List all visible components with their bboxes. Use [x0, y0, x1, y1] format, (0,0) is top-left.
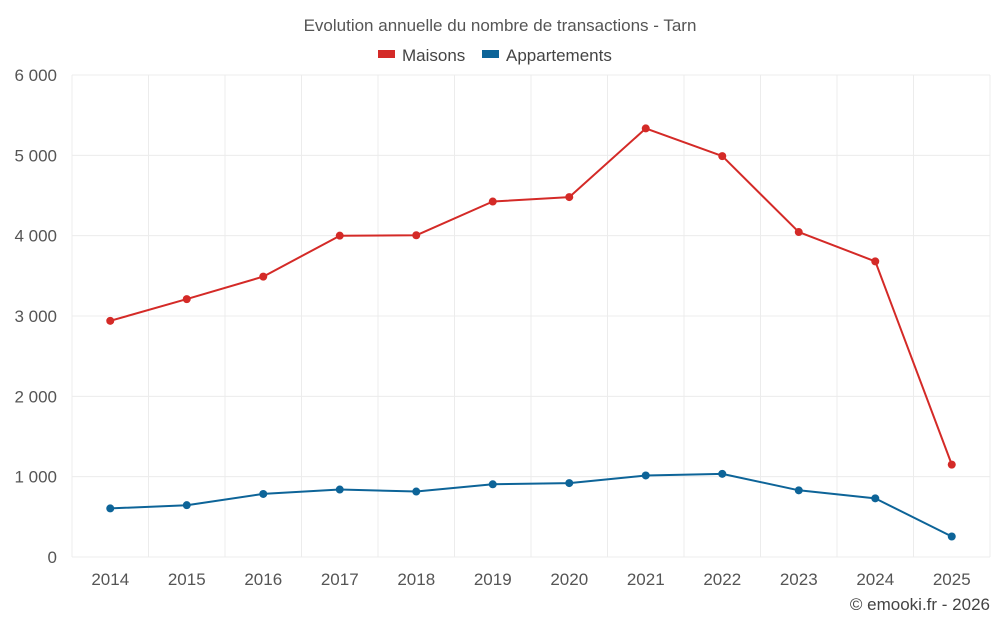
chart-title: Evolution annuelle du nombre de transact… [304, 16, 697, 35]
data-point-appartements[interactable] [259, 489, 268, 498]
credit-text: © emooki.fr - 2026 [850, 595, 990, 614]
x-axis-ticks: 2014 2015 2016 2017 2018 2019 2020 2021 2022 2023… [91, 570, 970, 589]
data-point-maisons[interactable] [641, 124, 650, 133]
x-tick-label: 2017 [321, 570, 359, 589]
series-line-maisons [110, 127, 953, 465]
data-point-appartements[interactable] [488, 480, 497, 489]
data-point-maisons[interactable] [565, 193, 574, 202]
data-point-appartements[interactable] [182, 501, 191, 510]
x-tick-label: 2022 [703, 570, 741, 589]
x-tick-label: 2023 [780, 570, 818, 589]
y-tick-label: 3 000 [14, 307, 57, 326]
y-tick-label: 6 000 [14, 66, 57, 85]
y-tick-label: 2 000 [14, 387, 57, 406]
grid [71, 74, 991, 558]
data-point-maisons[interactable] [335, 231, 344, 240]
data-point-maisons[interactable] [794, 228, 803, 237]
x-tick-label: 2018 [397, 570, 435, 589]
data-point-maisons[interactable] [182, 295, 191, 304]
data-point-appartements[interactable] [947, 532, 956, 541]
legend: Maisons Appartements [378, 46, 612, 65]
legend-swatch-maisons [378, 50, 395, 58]
data-point-maisons[interactable] [718, 152, 727, 161]
x-tick-label: 2016 [244, 570, 282, 589]
data-point-appartements[interactable] [565, 479, 574, 488]
x-tick-label: 2025 [933, 570, 971, 589]
series [106, 124, 956, 541]
data-point-appartements[interactable] [641, 471, 650, 480]
x-tick-label: 2021 [627, 570, 665, 589]
data-point-maisons[interactable] [488, 197, 497, 206]
y-tick-label: 1 000 [14, 468, 57, 487]
data-point-maisons[interactable] [412, 231, 421, 240]
legend-swatch-appartements [482, 50, 499, 58]
data-point-appartements[interactable] [335, 485, 344, 494]
data-point-appartements[interactable] [106, 504, 115, 513]
x-tick-label: 2024 [856, 570, 894, 589]
data-point-appartements[interactable] [718, 469, 727, 478]
data-point-appartements[interactable] [794, 486, 803, 495]
series-line-appartements [110, 472, 953, 538]
x-tick-label: 2014 [91, 570, 129, 589]
y-tick-label: 5 000 [14, 146, 57, 165]
x-tick-label: 2015 [168, 570, 206, 589]
data-point-maisons[interactable] [871, 257, 880, 266]
y-tick-label: 0 [48, 548, 57, 567]
y-axis-ticks: 0 1 000 2 000 3 000 4 000 5 000 6 000 [14, 66, 57, 567]
data-point-appartements[interactable] [412, 487, 421, 496]
data-point-appartements[interactable] [871, 494, 880, 503]
data-point-maisons[interactable] [947, 460, 956, 469]
data-point-maisons[interactable] [259, 272, 268, 281]
data-point-maisons[interactable] [106, 316, 115, 325]
legend-label-appartements[interactable]: Appartements [506, 46, 612, 65]
legend-label-maisons[interactable]: Maisons [402, 46, 465, 65]
x-tick-label: 2020 [550, 570, 588, 589]
y-tick-label: 4 000 [14, 227, 57, 246]
x-tick-label: 2019 [474, 570, 512, 589]
